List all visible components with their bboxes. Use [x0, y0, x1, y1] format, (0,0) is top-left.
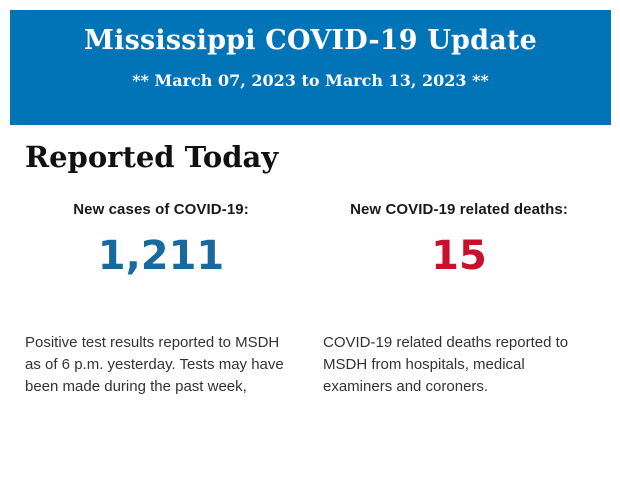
- date-range: ** March 07, 2023 to March 13, 2023 **: [132, 71, 489, 90]
- new-cases-label: New cases of COVID-19:: [73, 200, 249, 218]
- section-heading: Reported Today: [25, 140, 279, 174]
- descriptions-row: Positive test results reported to MSDH a…: [25, 332, 595, 398]
- report-section: Reported Today New cases of COVID-19: 1,…: [0, 139, 620, 398]
- new-cases-value: 1,211: [97, 232, 225, 279]
- stat-new-cases: New cases of COVID-19: 1,211: [25, 201, 297, 276]
- header-banner: Mississippi COVID-19 Update ** March 07,…: [10, 10, 611, 125]
- new-deaths-description: COVID-19 related deaths reported to MSDH…: [323, 333, 569, 395]
- page-title: Mississippi COVID-19 Update: [84, 25, 537, 56]
- stats-row: New cases of COVID-19: 1,211 New COVID-1…: [25, 201, 595, 276]
- new-deaths-label: New COVID-19 related deaths:: [350, 200, 568, 218]
- stat-new-deaths: New COVID-19 related deaths: 15: [323, 201, 595, 276]
- new-deaths-value: 15: [431, 232, 487, 279]
- new-cases-description: Positive test results reported to MSDH a…: [25, 333, 284, 395]
